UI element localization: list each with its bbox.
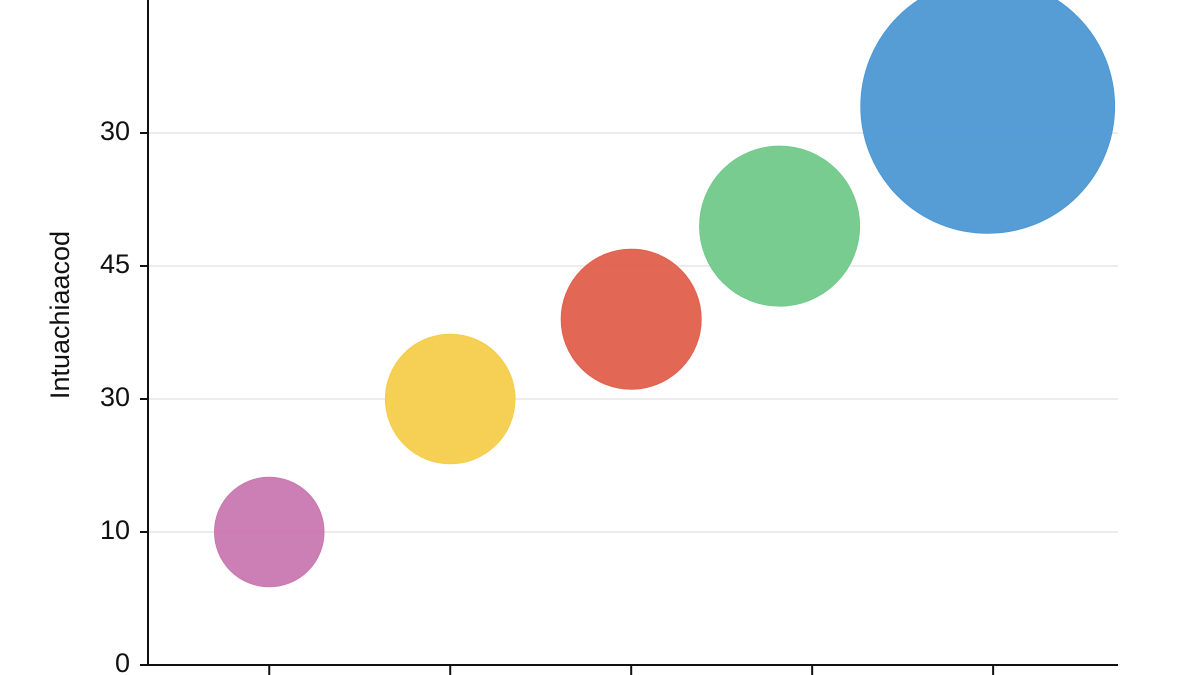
y-tick-label: 30 (100, 116, 130, 146)
bubble (213, 476, 325, 588)
bubble (384, 333, 516, 465)
y-tick-label: 45 (100, 249, 130, 279)
y-tick-label: 30 (100, 382, 130, 412)
y-tick-label: 0 (115, 648, 130, 675)
y-tick-label: 10 (100, 515, 130, 545)
y-axis-label: Intuachiaacod (45, 231, 75, 399)
bubble (860, 0, 1116, 234)
bubble (699, 145, 861, 307)
bubble (560, 248, 702, 390)
